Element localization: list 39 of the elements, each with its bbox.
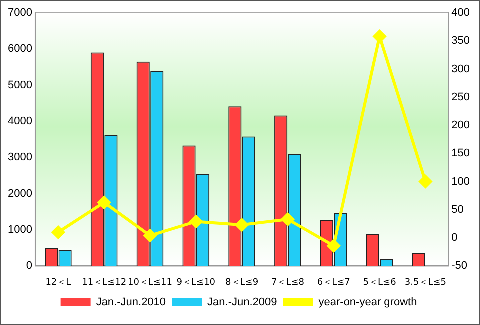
x-tick-label: 3.5＜L≤5 bbox=[404, 278, 446, 288]
x-tick-label: 9＜L≤10 bbox=[176, 278, 216, 288]
y2-tick-label: 100 bbox=[452, 176, 470, 188]
x-tick-label: 11＜L≤12 bbox=[82, 278, 127, 288]
y-tick-label: 6000 bbox=[8, 43, 32, 56]
y-tick-label: 0 bbox=[26, 260, 32, 272]
y2-tick-label: 50 bbox=[452, 204, 464, 216]
point bbox=[190, 215, 203, 228]
x-tick-label: 6＜L≤7 bbox=[317, 278, 350, 288]
y2-tick-label: 400 bbox=[452, 7, 470, 20]
point bbox=[327, 239, 340, 252]
x-tick-label: 8＜L≤9 bbox=[226, 278, 259, 288]
y2-tick-label: 300 bbox=[452, 63, 470, 76]
x-tick-label: 10＜L≤11 bbox=[128, 278, 172, 288]
point bbox=[281, 213, 294, 226]
point bbox=[419, 175, 432, 188]
y2-tick-label: 200 bbox=[452, 120, 470, 132]
legend-label: Jan.-Jun.2009 bbox=[208, 296, 278, 309]
y2-tick-label: 0 bbox=[452, 232, 458, 244]
point bbox=[98, 196, 111, 210]
x-tick-label: 7＜L≤8 bbox=[271, 278, 305, 288]
point bbox=[373, 30, 386, 44]
point bbox=[236, 218, 249, 232]
y2-tick-label: 350 bbox=[452, 35, 470, 48]
y-tick-label: 2000 bbox=[8, 188, 32, 200]
y-tick-label: 3000 bbox=[8, 152, 32, 164]
y2-tick-label: 250 bbox=[452, 91, 470, 104]
point bbox=[52, 226, 65, 239]
point bbox=[144, 229, 157, 242]
y2-tick-label: 150 bbox=[452, 148, 470, 160]
legend-label: year-on-year growth bbox=[318, 296, 418, 309]
y-tick-label: 1000 bbox=[8, 224, 32, 236]
y-tick-label: 4000 bbox=[8, 116, 32, 128]
y-tick-label: 5000 bbox=[8, 79, 32, 92]
y-tick-label: 7000 bbox=[8, 7, 32, 20]
x-tick-label: 12＜L bbox=[46, 278, 72, 288]
y2-tick-label: -50 bbox=[452, 260, 468, 272]
x-tick-label: 5＜L≤6 bbox=[363, 278, 397, 288]
legend-label: Jan.-Jun.2010 bbox=[96, 296, 166, 309]
